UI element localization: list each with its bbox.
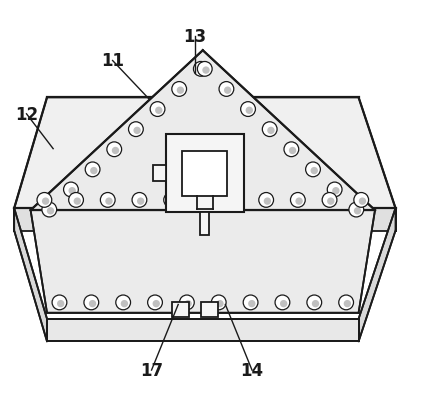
Circle shape	[262, 122, 277, 137]
Polygon shape	[31, 51, 375, 211]
Circle shape	[284, 142, 299, 157]
Circle shape	[197, 62, 212, 77]
Circle shape	[42, 198, 49, 205]
Circle shape	[224, 87, 231, 94]
Circle shape	[64, 183, 78, 198]
Circle shape	[47, 208, 54, 215]
Circle shape	[52, 295, 67, 310]
Circle shape	[68, 188, 76, 195]
Circle shape	[289, 147, 296, 155]
Circle shape	[198, 67, 206, 74]
Polygon shape	[201, 303, 218, 317]
Circle shape	[69, 193, 84, 208]
Circle shape	[105, 198, 113, 205]
Circle shape	[129, 122, 143, 137]
Circle shape	[349, 203, 364, 218]
Circle shape	[184, 300, 192, 308]
Circle shape	[211, 295, 226, 310]
Polygon shape	[182, 151, 227, 196]
Circle shape	[264, 198, 271, 205]
Circle shape	[232, 198, 239, 205]
Circle shape	[227, 193, 242, 208]
Circle shape	[322, 193, 337, 208]
Circle shape	[100, 193, 115, 208]
Circle shape	[202, 67, 210, 74]
Circle shape	[150, 102, 165, 117]
Text: 14: 14	[241, 361, 264, 379]
Circle shape	[246, 107, 253, 115]
Circle shape	[37, 193, 52, 208]
Circle shape	[84, 295, 99, 310]
Polygon shape	[172, 303, 189, 317]
Circle shape	[73, 198, 81, 205]
Circle shape	[57, 300, 65, 308]
Circle shape	[200, 198, 208, 205]
Circle shape	[243, 295, 258, 310]
Circle shape	[89, 300, 96, 308]
Circle shape	[85, 163, 100, 178]
Circle shape	[312, 300, 319, 308]
Text: 13: 13	[183, 28, 206, 46]
Circle shape	[121, 300, 128, 308]
Text: 12: 12	[15, 106, 38, 124]
Circle shape	[241, 102, 255, 117]
Polygon shape	[166, 135, 244, 213]
Circle shape	[193, 62, 208, 77]
Circle shape	[307, 295, 322, 310]
Polygon shape	[47, 319, 359, 342]
Circle shape	[132, 193, 147, 208]
Polygon shape	[14, 98, 395, 209]
Circle shape	[339, 295, 354, 310]
Circle shape	[248, 300, 255, 308]
Circle shape	[148, 295, 162, 310]
Circle shape	[195, 193, 210, 208]
Circle shape	[359, 198, 366, 205]
Circle shape	[153, 300, 160, 308]
Circle shape	[90, 168, 97, 175]
Text: 17: 17	[140, 361, 163, 379]
Circle shape	[344, 300, 351, 308]
Circle shape	[169, 198, 176, 205]
Circle shape	[295, 198, 303, 205]
Circle shape	[327, 183, 342, 198]
Polygon shape	[31, 211, 375, 313]
Text: 11: 11	[101, 52, 124, 70]
Circle shape	[311, 168, 318, 175]
Circle shape	[275, 295, 290, 310]
Circle shape	[155, 107, 162, 115]
Polygon shape	[14, 209, 47, 342]
Circle shape	[267, 127, 275, 135]
Circle shape	[259, 193, 273, 208]
Polygon shape	[153, 166, 166, 182]
Circle shape	[354, 208, 361, 215]
Circle shape	[172, 82, 187, 97]
Circle shape	[42, 203, 57, 218]
Circle shape	[219, 82, 234, 97]
Circle shape	[216, 300, 224, 308]
Circle shape	[164, 193, 179, 208]
Circle shape	[280, 300, 287, 308]
Circle shape	[327, 198, 335, 205]
Circle shape	[116, 295, 130, 310]
Polygon shape	[14, 209, 395, 231]
Polygon shape	[200, 213, 209, 235]
Circle shape	[133, 127, 141, 135]
Polygon shape	[359, 209, 395, 342]
Circle shape	[177, 87, 184, 94]
Circle shape	[332, 188, 340, 195]
Circle shape	[179, 295, 194, 310]
Circle shape	[107, 142, 122, 157]
Circle shape	[112, 147, 119, 155]
Circle shape	[354, 193, 368, 208]
Circle shape	[306, 163, 320, 178]
Circle shape	[290, 193, 305, 208]
Circle shape	[137, 198, 144, 205]
